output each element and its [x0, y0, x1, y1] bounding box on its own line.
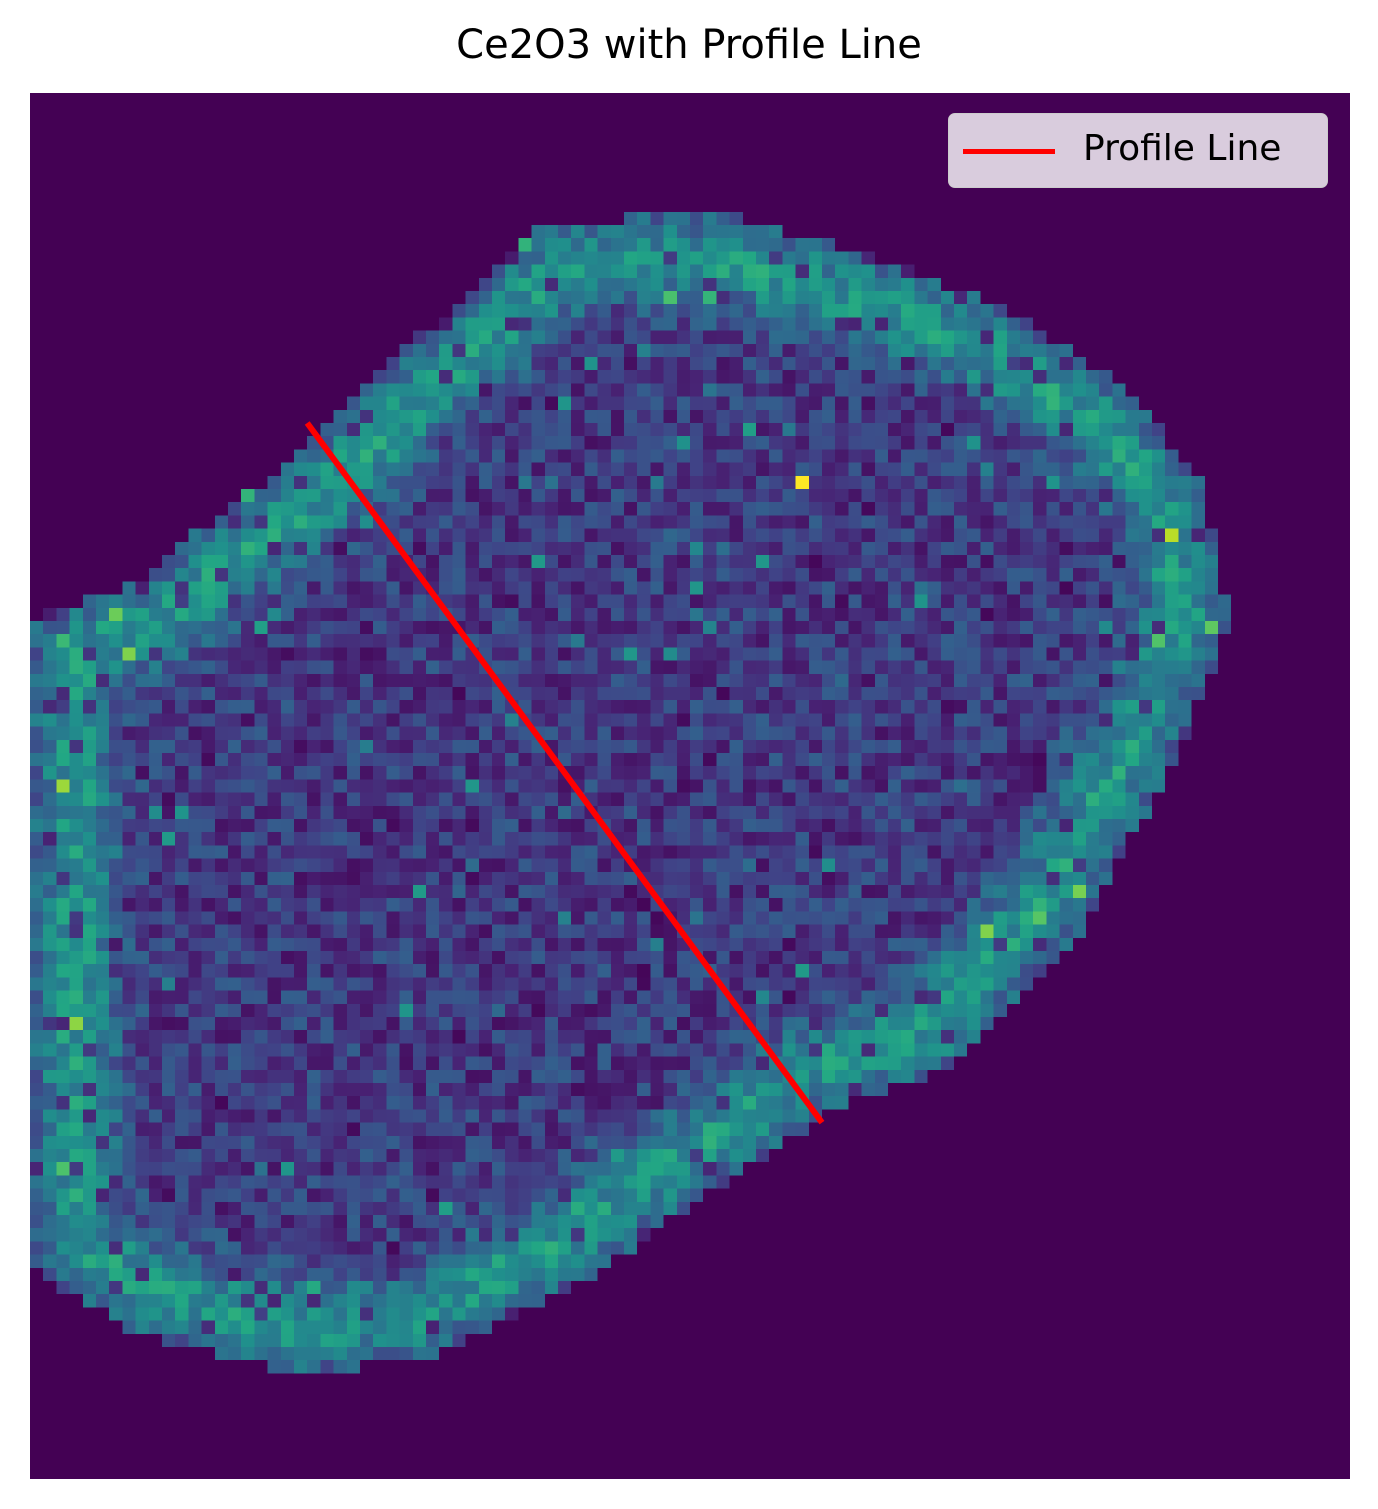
legend-line-swatch — [963, 149, 1055, 154]
legend: Profile Line — [948, 113, 1328, 188]
profile-line — [304, 421, 825, 1125]
heatmap-image — [30, 93, 1350, 1479]
legend-label-profile-line: Profile Line — [1083, 128, 1282, 169]
chart-title: Ce2O3 with Profile Line — [456, 22, 922, 68]
plot-overlay — [304, 421, 825, 1125]
heatmap-area: Profile Line — [30, 93, 1350, 1479]
